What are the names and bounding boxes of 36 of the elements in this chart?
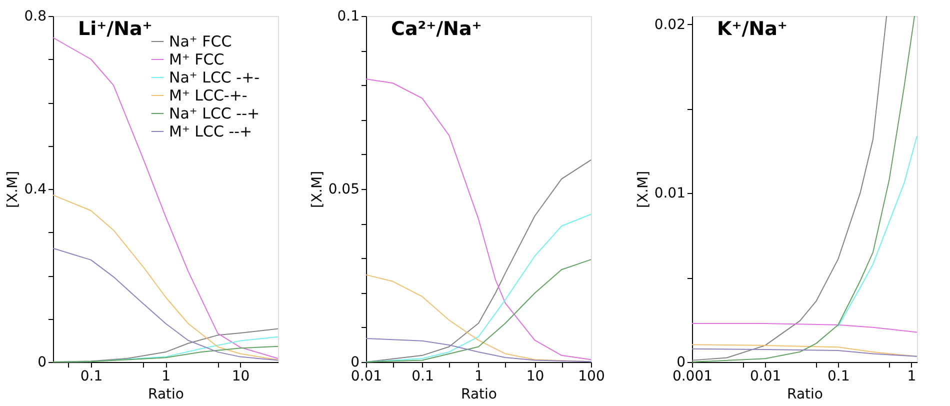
legend-label: M⁺ LCC-+- bbox=[169, 86, 248, 104]
x-tick-label: 1 bbox=[907, 368, 916, 384]
y-tick-label: 0.05 bbox=[328, 182, 360, 198]
x-tick-label: 0.1 bbox=[412, 368, 434, 384]
y-tick-label: 0.4 bbox=[24, 182, 47, 198]
x-tick-label: 0.1 bbox=[828, 368, 850, 384]
x-axis-title: Ratio bbox=[787, 386, 823, 402]
x-tick-label: 0.1 bbox=[80, 368, 103, 384]
y-axis-title: [X.M] bbox=[635, 170, 652, 208]
y-tick-label: 0 bbox=[676, 354, 686, 370]
x-tick-label: 1 bbox=[474, 368, 484, 384]
legend-label: Na⁺ LCC -+- bbox=[169, 68, 260, 86]
y-tick-label: 0.02 bbox=[654, 16, 686, 33]
y-axis-title: [X.M] bbox=[5, 170, 22, 208]
chart-title: K⁺/Na⁺ bbox=[717, 18, 788, 40]
x-tick-label: 0.01 bbox=[750, 368, 782, 384]
x-axis-title: Ratio bbox=[461, 386, 497, 402]
chart-title: Ca²⁺/Na⁺ bbox=[391, 18, 482, 40]
y-tick-label: 0.8 bbox=[24, 8, 46, 24]
x-tick-label: 0.01 bbox=[350, 368, 382, 384]
x-tick-label: 0.001 bbox=[672, 368, 713, 384]
x-tick-label: 10 bbox=[232, 368, 250, 384]
legend-label: M⁺ FCC bbox=[169, 50, 224, 68]
x-tick-label: 1 bbox=[162, 368, 171, 384]
y-tick-label: 0.01 bbox=[654, 186, 686, 202]
y-tick-label: 0 bbox=[350, 354, 360, 370]
legend-label: M⁺ LCC --+ bbox=[169, 122, 252, 140]
x-axis-title: Ratio bbox=[148, 386, 184, 402]
legend-label: Na⁺ FCC bbox=[169, 32, 232, 50]
x-tick-label: 10 bbox=[526, 368, 544, 384]
chart-title: Li⁺/Na⁺ bbox=[78, 18, 152, 40]
x-tick-label: 100 bbox=[578, 368, 605, 384]
legend-label: Na⁺ LCC --+ bbox=[169, 104, 260, 122]
y-tick-label: 0.1 bbox=[337, 8, 360, 24]
y-axis-title: [X.M] bbox=[309, 170, 326, 208]
y-tick-label: 0 bbox=[38, 354, 46, 370]
